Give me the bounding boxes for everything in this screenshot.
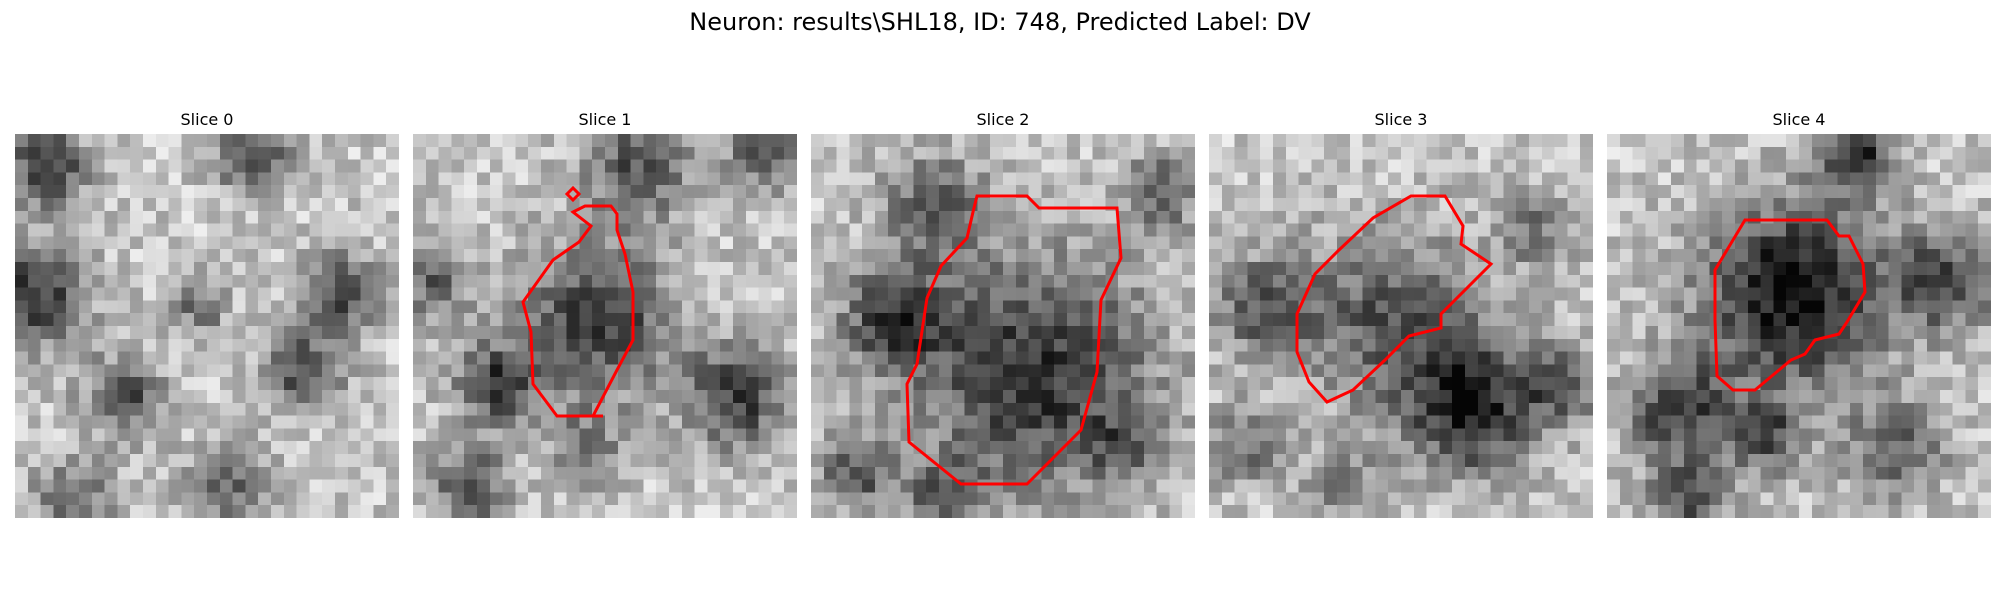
slice-title: Slice 3: [1374, 110, 1428, 129]
segmentation-contour: [905, 194, 1123, 486]
slice-image: [1607, 134, 1991, 518]
slice-image: [15, 134, 399, 518]
slice-title: Slice 4: [1772, 110, 1826, 129]
segmentation-contour: [1295, 194, 1494, 404]
slice-panel-0: Slice 0: [15, 110, 399, 518]
segmentation-contour: [521, 185, 635, 418]
slice-panel-4: Slice 4: [1607, 110, 1991, 518]
slice-title: Slice 0: [180, 110, 234, 129]
figure-title: Neuron: results\SHL18, ID: 748, Predicte…: [689, 8, 1311, 36]
segmentation-contour: [1713, 218, 1867, 392]
slice-title: Slice 2: [976, 110, 1030, 129]
slice-panel-2: Slice 2: [811, 110, 1195, 518]
slice-image: [811, 134, 1195, 518]
slice-panel-1: Slice 1: [413, 110, 797, 518]
slice-image: [413, 134, 797, 518]
slice-title: Slice 1: [578, 110, 632, 129]
slice-image: [1209, 134, 1593, 518]
slice-panel-3: Slice 3: [1209, 110, 1593, 518]
